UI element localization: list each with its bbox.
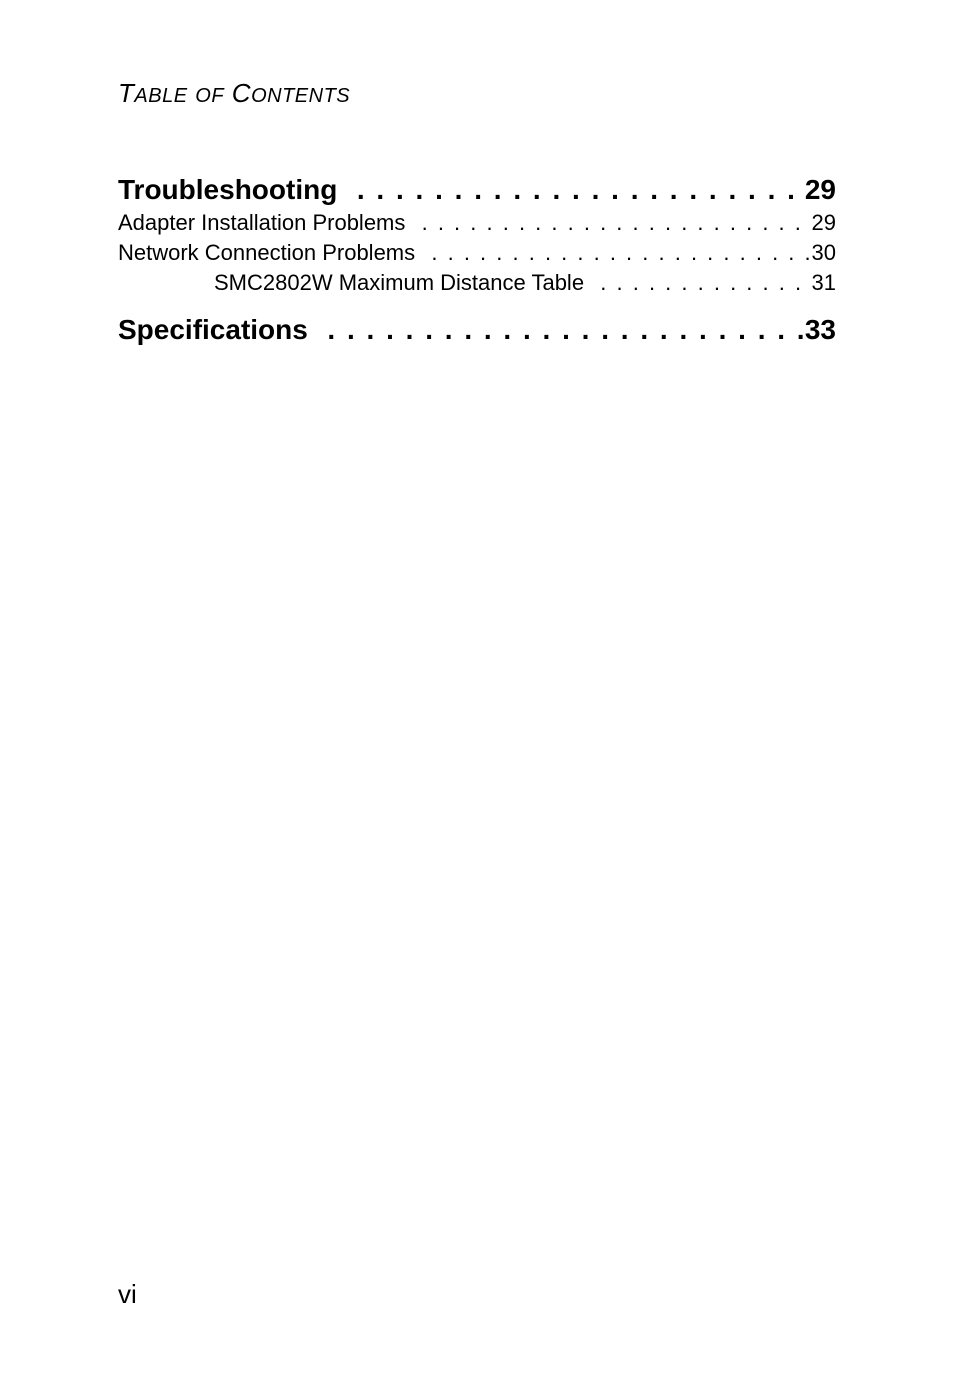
- toc-entry: Adapter Installation Problems . . . . . …: [118, 210, 836, 236]
- toc-section-title: Specifications: [118, 314, 308, 346]
- running-head: TABLE OF CONTENTS: [118, 78, 350, 109]
- toc-entry: Network Connection Problems . . . . . . …: [118, 240, 836, 266]
- toc-section-page: 29: [805, 174, 836, 206]
- toc-entry-label: Adapter Installation Problems: [118, 210, 405, 236]
- running-head-of: OF: [195, 85, 224, 107]
- toc-section-title: Troubleshooting: [118, 174, 337, 206]
- toc-section-page: 33: [805, 314, 836, 346]
- page-number: vi: [118, 1279, 137, 1310]
- toc-entry-page: 31: [812, 270, 836, 296]
- toc-entry-label: Network Connection Problems: [118, 240, 415, 266]
- toc-entry-label: SMC2802W Maximum Distance Table: [214, 270, 584, 296]
- toc-leader: . . . . . . . . . . . . . . . . . . . . …: [584, 270, 811, 296]
- toc-entry-page: 30: [812, 240, 836, 266]
- running-head-rest: ABLE: [134, 85, 187, 107]
- toc-leader: . . . . . . . . . . . . . . . . . . . . …: [337, 174, 805, 206]
- toc-content: Troubleshooting . . . . . . . . . . . . …: [118, 174, 836, 346]
- toc-subentry: SMC2802W Maximum Distance Table . . . . …: [118, 270, 836, 296]
- toc-leader: . . . . . . . . . . . . . . . . . . . . …: [415, 240, 811, 266]
- toc-section: Troubleshooting . . . . . . . . . . . . …: [118, 174, 836, 206]
- toc-leader: . . . . . . . . . . . . . . . . . . . . …: [308, 314, 805, 346]
- running-head-char2: C: [232, 78, 251, 108]
- running-head-rest2: ONTENTS: [251, 85, 350, 107]
- running-head-char: T: [118, 78, 134, 108]
- page: TABLE OF CONTENTS Troubleshooting . . . …: [0, 0, 954, 1388]
- toc-section: Specifications . . . . . . . . . . . . .…: [118, 314, 836, 346]
- section-gap: [118, 296, 836, 314]
- toc-leader: . . . . . . . . . . . . . . . . . . . . …: [405, 210, 811, 236]
- toc-entry-page: 29: [812, 210, 836, 236]
